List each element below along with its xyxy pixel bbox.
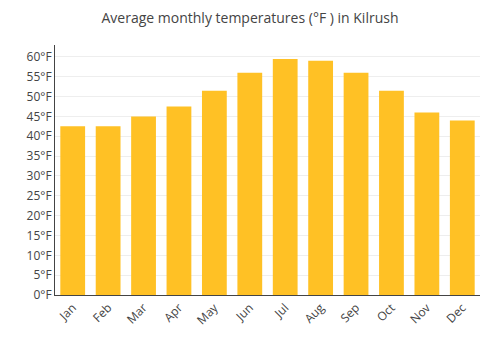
svg-text:30°F: 30°F	[27, 167, 52, 184]
svg-text:Feb: Feb	[89, 299, 115, 325]
svg-text:55°F: 55°F	[27, 68, 52, 85]
svg-text:May: May	[193, 299, 222, 328]
svg-text:Apr: Apr	[160, 299, 186, 325]
svg-text:Dec: Dec	[442, 299, 469, 326]
svg-text:Mar: Mar	[123, 299, 151, 327]
svg-text:60°F: 60°F	[27, 48, 52, 65]
svg-text:35°F: 35°F	[27, 147, 52, 164]
svg-text:5°F: 5°F	[33, 266, 51, 283]
svg-text:20°F: 20°F	[27, 207, 52, 224]
svg-text:Aug: Aug	[300, 299, 328, 327]
svg-text:15°F: 15°F	[27, 227, 52, 244]
svg-text:0°F: 0°F	[33, 286, 51, 303]
svg-text:Jan: Jan	[55, 299, 80, 324]
svg-text:Jul: Jul	[270, 299, 292, 321]
svg-text:40°F: 40°F	[27, 127, 52, 144]
svg-text:Jun: Jun	[231, 299, 256, 324]
svg-text:Oct: Oct	[373, 299, 399, 325]
svg-text:10°F: 10°F	[27, 247, 52, 264]
svg-text:50°F: 50°F	[27, 88, 52, 105]
svg-text:Average monthly temperatures (: Average monthly temperatures (°F ) in Ki…	[102, 8, 399, 27]
svg-text:Nov: Nov	[406, 299, 434, 327]
svg-text:25°F: 25°F	[27, 187, 52, 204]
svg-text:Sep: Sep	[336, 299, 363, 326]
svg-text:45°F: 45°F	[27, 108, 52, 125]
